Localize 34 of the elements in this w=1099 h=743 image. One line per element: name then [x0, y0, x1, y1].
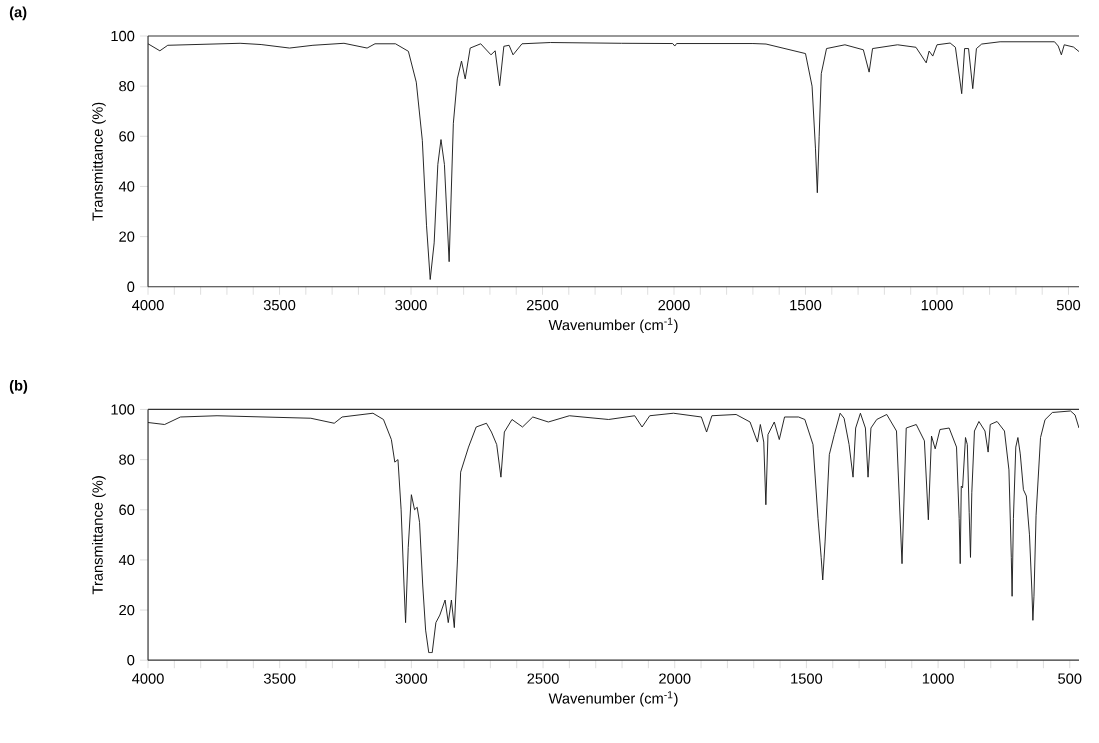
x-tick-label: 1000	[922, 673, 954, 684]
y-tick-label: 60	[119, 131, 135, 142]
x-tick-label: 3000	[395, 299, 427, 311]
y-tick-label: 80	[119, 81, 135, 92]
x-tick-label: 1500	[790, 299, 822, 311]
y-tick-label: 20	[119, 231, 135, 242]
x-axis-title: Wavenumber (cm$^{-1}$)	[548, 317, 678, 334]
x-tick-label: 500	[1056, 299, 1081, 311]
x-tick-label: 1000	[921, 299, 953, 311]
x-tick-label: 4000	[132, 299, 164, 311]
x-tick-label: 4000	[132, 673, 164, 684]
y-tick-label: 0	[127, 281, 135, 292]
y-tick-label: 100	[111, 30, 135, 42]
y-tick-label: 80	[119, 454, 135, 465]
x-tick-label: 2500	[527, 673, 559, 684]
y-tick-label: 0	[127, 655, 135, 666]
y-axis-title: Transmittance (%)	[92, 102, 106, 221]
x-tick-label: 500	[1058, 673, 1082, 684]
x-tick-label: 2000	[658, 299, 690, 311]
x-tick-label: 3000	[395, 673, 428, 684]
y-axis-title: Transmittance (%)	[92, 476, 106, 595]
y-tick-label: 60	[119, 504, 135, 516]
x-tick-label: 3500	[263, 673, 296, 684]
y-tick-label: 100	[111, 404, 135, 415]
x-axis-title: Wavenumber (cm$^{-1}$)	[548, 691, 678, 707]
y-tick-label: 40	[118, 181, 135, 192]
text: (b)	[9, 380, 28, 394]
x-tick-label: 1500	[791, 673, 823, 684]
x-tick-label: 2000	[659, 673, 691, 684]
x-tick-label: 3500	[263, 299, 296, 311]
x-tick-label: 2500	[526, 299, 559, 311]
y-tick-label: 20	[119, 604, 135, 616]
y-tick-label: 40	[118, 554, 135, 566]
text: (a)	[9, 6, 27, 21]
